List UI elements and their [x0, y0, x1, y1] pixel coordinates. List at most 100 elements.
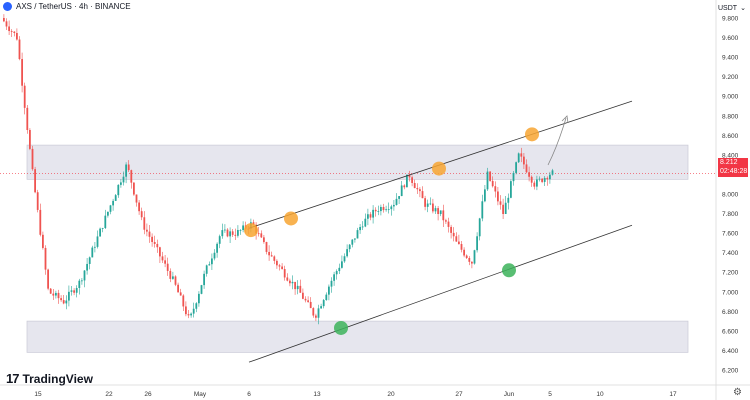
candle-body: [455, 236, 458, 242]
resistance-touch-marker: [244, 223, 258, 238]
candle-body: [177, 284, 179, 293]
candle-body: [374, 209, 377, 212]
candle-body: [195, 303, 198, 309]
candle-body: [286, 277, 289, 281]
candle-body: [265, 242, 268, 252]
projection-arrowhead: [561, 115, 569, 124]
candle-body: [221, 230, 224, 237]
price-tick-label: 7.400: [722, 250, 739, 257]
time-tick-label: 17: [669, 391, 677, 398]
candle-body: [510, 181, 512, 198]
symbol-header[interactable]: AXS / TetherUS · 4h · BINANCE: [3, 2, 131, 11]
candle-body: [447, 221, 450, 227]
candle-body: [127, 164, 130, 171]
candle-body: [525, 164, 528, 173]
candle-body: [549, 174, 551, 180]
candle-body: [432, 203, 434, 212]
candle-body: [439, 210, 442, 215]
currency-selector[interactable]: USDT ⌄: [718, 4, 746, 13]
candle-body: [289, 280, 291, 284]
candle-body: [307, 300, 309, 302]
support-touch-marker: [334, 320, 348, 335]
candle-body: [530, 176, 533, 183]
candle-body: [10, 31, 13, 32]
candle-body: [382, 206, 385, 211]
candle-body: [406, 174, 408, 188]
candle-body: [515, 162, 517, 173]
candle-body: [380, 206, 382, 212]
chevron-down-icon: ⌄: [740, 5, 746, 12]
candle-body: [13, 31, 16, 33]
candle-body: [312, 308, 315, 316]
candle-body: [335, 271, 338, 275]
candle-body: [302, 292, 304, 299]
projection-arrow: [547, 117, 567, 166]
candle-body: [367, 214, 369, 219]
candle-body: [413, 182, 416, 189]
candle-body: [317, 308, 320, 318]
candle-body: [234, 234, 237, 236]
time-tick-label: May: [194, 391, 207, 398]
candle-body: [322, 300, 325, 307]
candle-body: [385, 209, 387, 211]
candle-body: [348, 244, 351, 250]
candle-body: [408, 174, 411, 178]
candle-body: [218, 236, 221, 244]
candle-body: [49, 288, 52, 294]
price-tick-label: 6.600: [722, 328, 739, 335]
candle-body: [213, 252, 216, 259]
candle-body: [39, 209, 42, 235]
candle-body: [268, 251, 270, 256]
tradingview-mark-icon: 17: [6, 371, 20, 386]
candle-body: [361, 226, 364, 228]
candle-body: [359, 227, 361, 231]
candle-body: [546, 177, 549, 180]
price-tick-label: 7.000: [722, 289, 739, 296]
candle-body: [341, 261, 343, 268]
candle-body: [174, 276, 177, 285]
candle-body: [343, 256, 346, 262]
candle-body: [73, 290, 75, 293]
candle-body: [309, 301, 312, 309]
candle-body: [237, 230, 239, 236]
candle-body: [21, 59, 23, 86]
candle-body: [205, 265, 208, 274]
candle-body: [57, 292, 60, 299]
candle-body: [159, 247, 161, 257]
candle-body: [520, 153, 523, 157]
time-tick-label: 20: [387, 391, 395, 398]
candle-body: [96, 236, 99, 247]
candle-body: [18, 39, 21, 60]
candle-body: [125, 164, 127, 177]
candle-body: [320, 306, 322, 309]
price-tick-label: 9.000: [722, 94, 739, 101]
candle-body: [229, 231, 231, 237]
candle-body: [416, 188, 419, 190]
candle-body: [133, 182, 135, 195]
price-tick-label: 6.400: [722, 348, 739, 355]
candle-body: [528, 172, 530, 177]
candle-body: [224, 229, 226, 231]
candle-body: [208, 264, 211, 266]
candle-body: [122, 176, 125, 183]
price-tick-label: 8.800: [722, 113, 739, 120]
candle-body: [143, 217, 146, 230]
candle-body: [299, 285, 302, 293]
gear-icon[interactable]: ⚙: [733, 387, 742, 398]
candle-body: [523, 156, 525, 165]
candle-body: [517, 153, 520, 163]
candle-body: [257, 233, 260, 235]
candle-body: [387, 209, 390, 210]
resistance-touch-marker: [432, 161, 446, 176]
time-tick-label: 15: [34, 391, 42, 398]
candle-body: [169, 270, 172, 279]
candle-body: [182, 295, 185, 307]
candle-body: [273, 256, 276, 261]
candle-body: [471, 261, 473, 264]
candle-body: [239, 230, 242, 231]
candle-body: [538, 178, 541, 180]
candle-body: [315, 315, 317, 318]
candle-body: [481, 201, 484, 219]
tradingview-logo[interactable]: 17 TradingView: [6, 371, 93, 386]
